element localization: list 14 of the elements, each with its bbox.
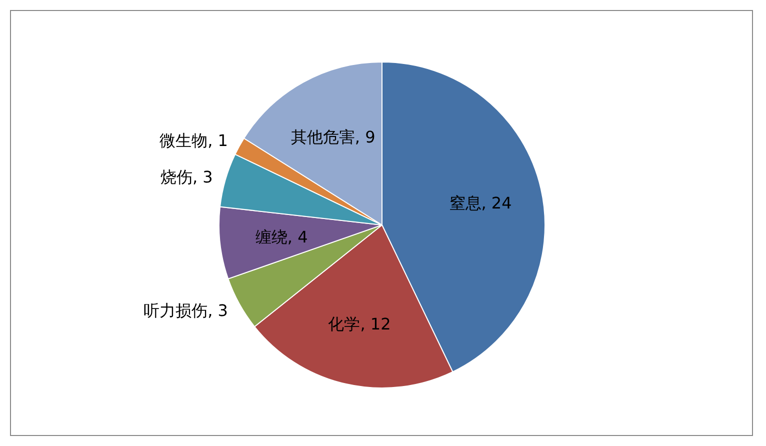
- slice-label: 烧伤: [160, 167, 192, 186]
- data-label: , 1: [208, 130, 228, 150]
- data-label: , 12: [360, 314, 391, 334]
- data-label: , 9: [354, 128, 376, 147]
- slice-label: 缠绕: [255, 227, 288, 246]
- slice-label: 窒息: [449, 194, 482, 213]
- slice-label: 化学: [328, 314, 360, 334]
- data-label: , 3: [208, 301, 228, 320]
- slice-label: 其他危害: [290, 128, 355, 147]
- slice-label: 听力损伤: [144, 301, 208, 320]
- slice-label: 微生物: [160, 130, 208, 150]
- data-label: , 4: [287, 227, 308, 246]
- data-label: , 24: [481, 194, 512, 213]
- data-label: , 3: [192, 167, 213, 186]
